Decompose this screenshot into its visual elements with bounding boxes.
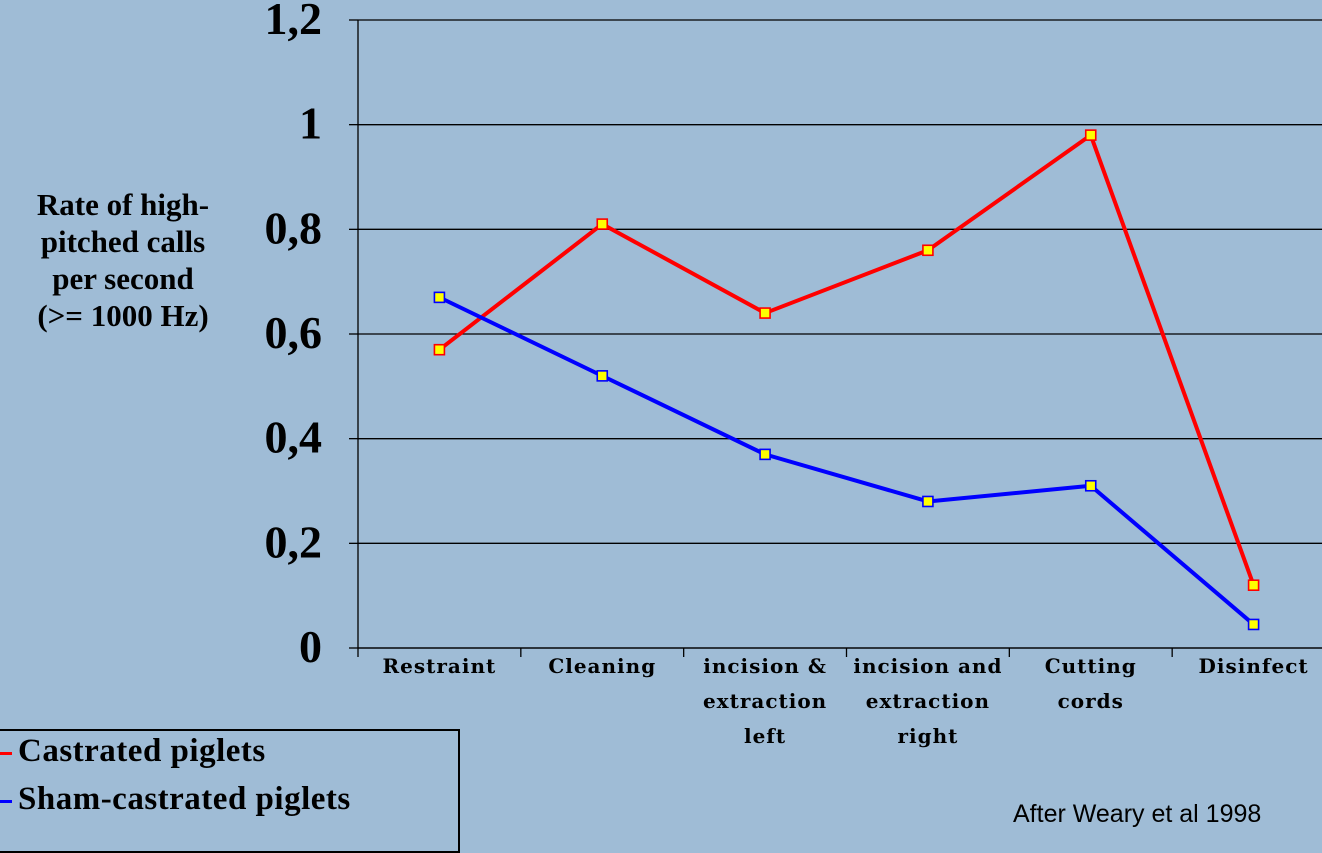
y-tick-label: 1	[299, 98, 322, 149]
legend-item-castrated: Castrated piglets	[0, 733, 266, 770]
data-point	[596, 218, 609, 230]
x-tick-labels: Restraint Cleaning incision & extraction lef…	[383, 654, 1309, 748]
x-tick-label: incision & extraction left	[703, 654, 827, 748]
data-point	[433, 291, 446, 304]
x-tick-label-line: Restraint	[383, 654, 497, 678]
y-tick-label: 0,6	[265, 307, 323, 358]
data-point	[596, 370, 609, 382]
legend-label: Sham-castrated piglets	[18, 781, 351, 817]
data-point	[922, 244, 934, 257]
data-point	[1084, 479, 1097, 492]
y-tick-label: 1,2	[265, 0, 323, 44]
legend: Castrated piglets Sham-castrated piglets	[0, 729, 460, 853]
x-tick-label-line: extraction	[866, 689, 990, 713]
x-tick-label-line: Cleaning	[548, 654, 656, 678]
data-point	[1247, 579, 1260, 592]
y-axis-label-line: pitched calls	[40, 224, 206, 259]
legend-swatch	[0, 751, 12, 755]
data-point	[1084, 129, 1097, 141]
y-tick-label: 0,2	[265, 516, 323, 567]
x-tick-label-line: Cutting	[1045, 654, 1137, 678]
x-tick-label: Cleaning	[548, 654, 656, 678]
x-tick-label-line: Disinfect	[1199, 654, 1309, 678]
y-axis-label: Rate of high- pitched calls per second (…	[0, 186, 246, 334]
x-tick-label: Disinfect	[1199, 654, 1309, 678]
y-axis-label-line: (>= 1000 Hz)	[37, 298, 209, 333]
x-tick-label-line: extraction	[703, 689, 827, 713]
line-chart: 0 0,2 0,4 0,6 0,8 1 1,2 Restraint Cleaning incis…	[265, 0, 1322, 748]
y-tick-labels: 0 0,2 0,4 0,6 0,8 1 1,2	[265, 0, 323, 672]
x-tick-label: Cutting cords	[1045, 654, 1137, 713]
source-note: After Weary et al 1998	[1013, 800, 1262, 828]
data-point	[922, 495, 934, 508]
y-tick-label: 0,4	[265, 412, 323, 463]
series-lines	[433, 129, 1260, 631]
x-tick-label-line: left	[744, 724, 786, 748]
axes	[349, 19, 1322, 657]
x-tick-label: Restraint	[383, 654, 497, 678]
y-axis-label-line: per second	[52, 261, 194, 296]
y-axis-label-line: Rate of high-	[36, 187, 210, 222]
x-tick-label-line: right	[897, 724, 958, 748]
data-point	[433, 343, 446, 356]
series-line-castrated	[438, 133, 1256, 586]
legend-swatch	[0, 799, 12, 803]
data-point	[1247, 618, 1260, 631]
x-tick-label-line: incision &	[703, 654, 827, 678]
y-tick-label: 0,8	[265, 202, 323, 253]
data-point	[759, 307, 771, 319]
y-tick-label: 0	[299, 621, 322, 672]
series-line-sham-castrated	[438, 295, 1255, 626]
data-point	[759, 448, 771, 461]
x-tick-label: incision and extraction right	[853, 654, 1002, 748]
x-tick-label-line: cords	[1058, 689, 1124, 713]
gridlines	[358, 19, 1322, 649]
legend-label: Castrated piglets	[18, 733, 266, 769]
legend-item-sham-castrated: Sham-castrated piglets	[0, 781, 351, 818]
x-tick-label-line: incision and	[853, 654, 1002, 678]
